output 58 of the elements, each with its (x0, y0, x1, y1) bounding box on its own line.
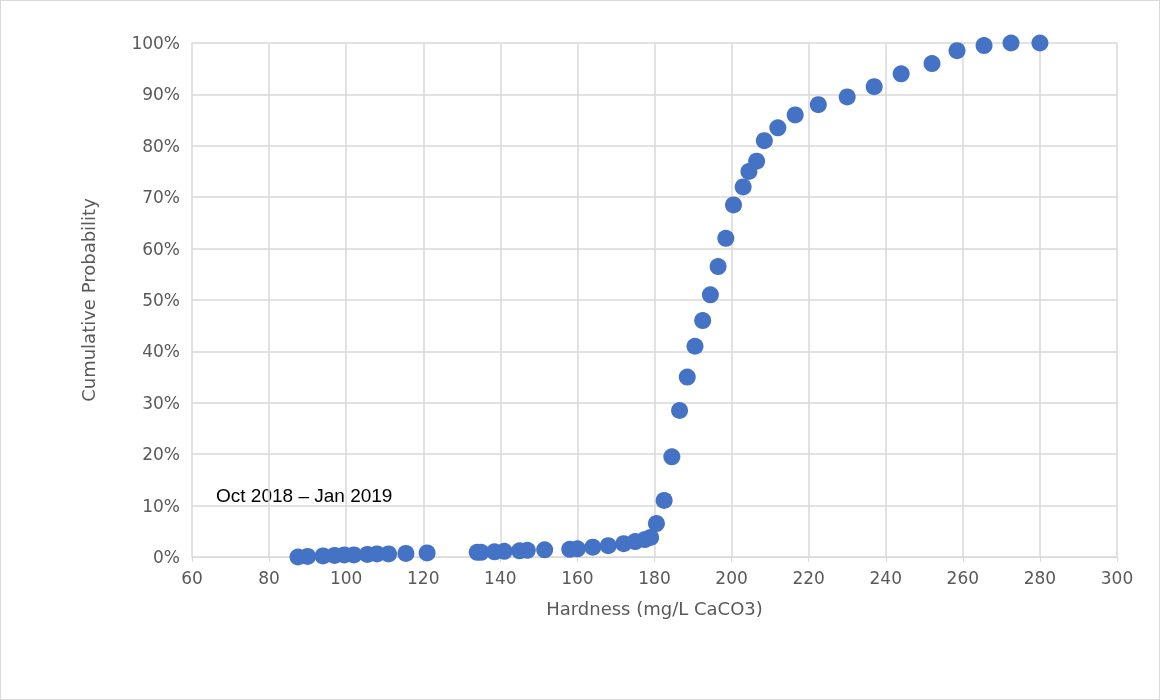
y-tick-label: 80% (142, 135, 180, 156)
point (748, 152, 766, 170)
point (948, 42, 966, 60)
point (671, 402, 689, 420)
x-tick-label: 300 (1100, 567, 1134, 588)
x-tick-label: 80 (258, 567, 280, 588)
point (536, 541, 554, 559)
y-tick-label: 90% (142, 84, 180, 105)
point (1031, 34, 1049, 52)
point (694, 312, 712, 330)
y-tick-label: 70% (142, 187, 180, 208)
y-tick-label: 30% (142, 392, 180, 413)
point (655, 491, 673, 509)
point (599, 537, 617, 555)
point (647, 515, 665, 533)
point (734, 178, 752, 196)
y-axis-title: Cumulative Probability (77, 197, 99, 402)
y-tick-label: 0% (153, 547, 180, 567)
x-tick-label: 120 (407, 567, 440, 588)
x-tick-label: 140 (484, 567, 517, 588)
x-tick-label: 280 (1023, 567, 1057, 588)
x-tick-label: 260 (946, 567, 980, 588)
y-tick-label: 10% (142, 495, 180, 516)
x-axis-title: Hardness (mg/L CaCO3) (546, 597, 763, 619)
point (397, 544, 415, 562)
x-tick-label: 240 (869, 567, 902, 588)
x-tick-label: 160 (561, 567, 594, 588)
point (838, 88, 856, 106)
x-tick-label: 100 (329, 567, 363, 588)
point (725, 196, 743, 214)
point (584, 538, 602, 556)
point (769, 119, 787, 137)
point (892, 65, 910, 83)
x-tick-label: 200 (715, 567, 748, 588)
x-tick-label: 180 (638, 567, 671, 588)
point (686, 337, 704, 355)
point (809, 96, 827, 114)
point (786, 106, 804, 124)
y-tick-label: 20% (142, 444, 180, 465)
point (755, 132, 773, 150)
point (418, 544, 436, 562)
y-tick-label: 50% (142, 290, 180, 310)
annotation: Oct 2018 – Jan 2019 (216, 485, 393, 506)
y-tick-label: 100% (131, 33, 180, 53)
point (923, 55, 941, 73)
x-tick-label: 60 (181, 567, 203, 588)
point (701, 286, 719, 304)
x-tick-label: 220 (792, 567, 825, 588)
point (717, 229, 735, 247)
point (1002, 34, 1020, 52)
point (975, 37, 993, 55)
point (865, 78, 883, 96)
point (709, 258, 727, 276)
point (380, 545, 398, 563)
point (678, 368, 696, 386)
y-tick-label: 40% (142, 341, 180, 362)
y-tick-label: 60% (142, 238, 180, 259)
point (663, 448, 681, 466)
